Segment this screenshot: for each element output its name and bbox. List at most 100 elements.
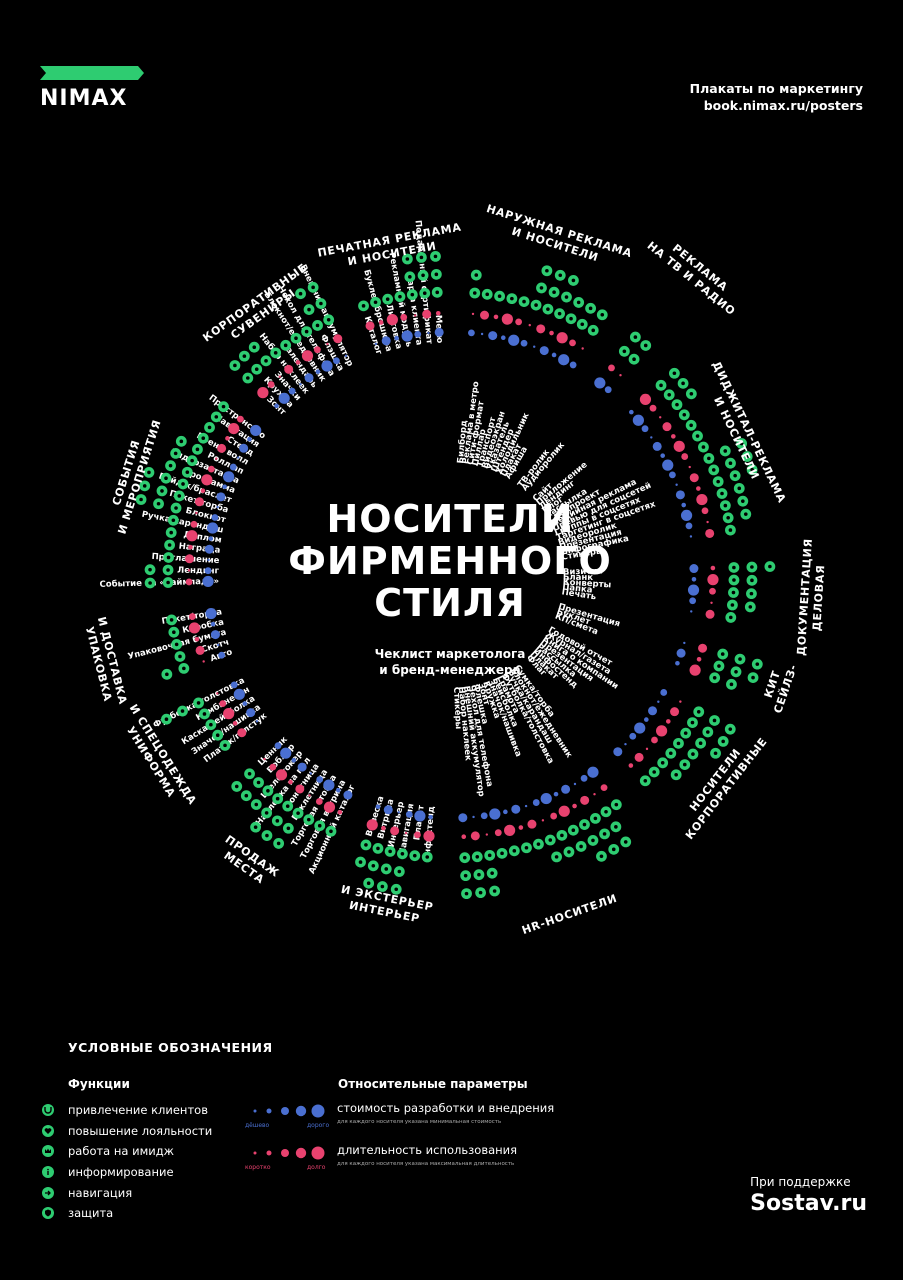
- function-icon-glyph: [591, 328, 596, 333]
- cost-dot: [335, 787, 341, 793]
- function-icon-glyph: [557, 311, 562, 316]
- shield-icon: [42, 1207, 54, 1220]
- function-icon-glyph: [675, 402, 679, 407]
- duration-dot: [485, 833, 489, 836]
- duration-dot: [696, 493, 708, 506]
- function-icon-glyph: [588, 306, 593, 311]
- cost-dot: [489, 808, 501, 820]
- function-icon-glyph: [696, 709, 701, 714]
- cost-dot: [691, 577, 697, 582]
- function-icon-glyph: [720, 652, 725, 656]
- sponsor-block[interactable]: При поддержке Sostav.ru: [750, 1175, 867, 1216]
- section-label: ДЕЛОВАЯ: [810, 564, 827, 631]
- item-label: Папка: [562, 582, 593, 595]
- cost-dot: [573, 782, 577, 786]
- duration-dot: [569, 339, 576, 347]
- function-icon-glyph: [723, 503, 728, 508]
- function-icon-glyph: [264, 359, 268, 363]
- function-icon-glyph: [558, 273, 563, 278]
- function-icon-glyph: [522, 299, 526, 304]
- duration-dot: [659, 416, 662, 419]
- duration-dot: [423, 830, 435, 842]
- function-legend-label: защита: [68, 1206, 114, 1221]
- function-icon-glyph: [750, 578, 754, 583]
- duration-dot: [556, 332, 568, 344]
- cost-dot: [405, 810, 413, 818]
- function-icon-glyph: [147, 470, 151, 475]
- function-icon-glyph: [408, 275, 412, 279]
- function-icon-glyph: [311, 285, 315, 290]
- duration-dot: [225, 436, 230, 441]
- function-icon-glyph: [711, 468, 716, 472]
- function-icon-glyph: [633, 335, 638, 339]
- title-line-1: НОСИТЕЛИ: [326, 497, 574, 541]
- duration-dot: [665, 719, 671, 724]
- duration-dot: [493, 314, 499, 320]
- function-icon-glyph: [397, 869, 402, 874]
- cost-dot: [539, 346, 549, 356]
- function-icon-glyph: [180, 709, 185, 713]
- function-icon-glyph: [304, 329, 309, 334]
- function-icon-glyph: [681, 381, 685, 386]
- duration-dot: [188, 544, 193, 550]
- function-icon-glyph: [478, 890, 483, 895]
- cost-dot: [480, 332, 484, 336]
- cost-legend: стоимость разработки и внедрения для каж…: [245, 1100, 645, 1130]
- function-icon-glyph: [254, 802, 259, 807]
- function-icon-glyph: [600, 312, 605, 317]
- posters-link[interactable]: Плакаты по маркетингу book.nimax.ru/post…: [690, 80, 863, 114]
- cost-dot: [208, 536, 214, 541]
- duration-dot: [689, 473, 699, 483]
- main-title: НОСИТЕЛИ ФИРМЕННОГО СТИЛЯ: [250, 498, 650, 624]
- cost-dot: [662, 459, 674, 471]
- cost-dot: [508, 334, 520, 346]
- function-icon-glyph: [474, 273, 479, 277]
- duration-dot: [263, 757, 266, 761]
- duration-dot: [365, 321, 375, 331]
- duration-dot: [593, 793, 596, 796]
- cost-dot: [689, 564, 699, 574]
- duration-dot: [237, 728, 247, 738]
- item-label: Билборд: [455, 420, 470, 464]
- item-label: Конверты: [562, 577, 611, 590]
- cost-dot: [634, 722, 646, 734]
- cost-dot: [216, 492, 226, 502]
- function-icon-glyph: [139, 497, 143, 502]
- cost-dot: [434, 327, 444, 337]
- cost-dot: [288, 387, 296, 395]
- function-icon-glyph: [380, 884, 385, 889]
- function-icon-glyph: [165, 672, 169, 677]
- function-icon-glyph: [167, 543, 172, 547]
- cost-dot: [561, 784, 571, 794]
- nimax-logo[interactable]: NIMAX: [40, 66, 150, 116]
- duration-dot: [219, 700, 227, 708]
- duration-dot: [194, 497, 204, 507]
- function-legend-label: информирование: [68, 1165, 174, 1180]
- function-icon-glyph: [737, 486, 742, 491]
- cost-dot: [652, 441, 662, 451]
- duration-dot: [185, 554, 195, 564]
- function-legend-label: работа на имидж: [68, 1144, 175, 1159]
- duration-dot: [200, 488, 206, 494]
- function-icon-glyph: [475, 854, 480, 859]
- duration-dot: [550, 812, 558, 820]
- function-icon-glyph: [166, 555, 171, 560]
- heart-icon: [42, 1124, 54, 1137]
- function-icon-glyph: [485, 292, 490, 297]
- function-icon-glyph: [749, 591, 754, 596]
- duration-dot: [228, 422, 240, 435]
- function-icon-glyph: [388, 849, 392, 854]
- duration-dot: [400, 313, 408, 321]
- duration-dot: [608, 364, 615, 372]
- function-icon-glyph: [579, 844, 583, 849]
- duration-dot: [207, 465, 215, 473]
- params-title: Относительные параметры: [338, 1077, 528, 1091]
- cost-dot: [397, 811, 400, 814]
- item-label: Визитка: [563, 566, 603, 577]
- function-icon-glyph: [202, 712, 207, 716]
- function-icon-glyph: [477, 872, 481, 877]
- cost-dot: [660, 453, 665, 458]
- duration-note: для каждого носителя указана максимальна…: [337, 1161, 515, 1167]
- duration-dot: [634, 752, 644, 762]
- duration-dot: [337, 809, 343, 815]
